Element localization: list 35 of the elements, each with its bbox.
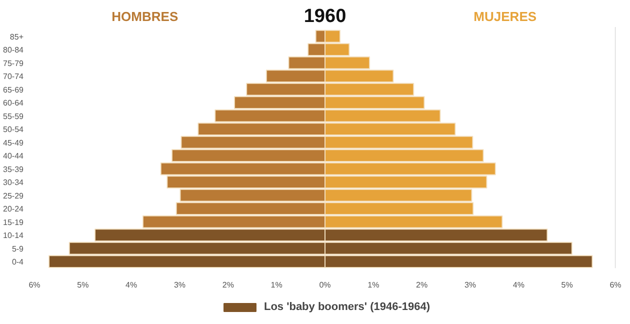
x-tick-label: 3% bbox=[174, 280, 186, 290]
y-tick-label: 35-39 bbox=[3, 164, 24, 174]
y-tick-label: 15-19 bbox=[3, 218, 24, 227]
y-tick-label: 65-69 bbox=[3, 85, 24, 94]
y-tick-label: 55-59 bbox=[3, 112, 24, 121]
x-tick-label: 4% bbox=[126, 280, 138, 290]
y-tick-label: 25-29 bbox=[3, 191, 24, 200]
x-tick-label: 6% bbox=[28, 280, 40, 290]
x-tick-label: 0% bbox=[319, 280, 331, 290]
x-tick-label: 3% bbox=[464, 280, 476, 290]
y-tick-label: 30-34 bbox=[3, 178, 24, 188]
x-tick-label: 4% bbox=[512, 280, 524, 290]
y-tick-label: 85+ bbox=[10, 32, 24, 42]
y-tick-label: 75-79 bbox=[3, 58, 24, 68]
x-tick-label: 2% bbox=[416, 280, 428, 290]
text: MUJERES bbox=[474, 8, 537, 24]
chart-title: 1960 bbox=[304, 6, 346, 28]
y-tick-label: 5-9 bbox=[12, 244, 24, 254]
x-tick-label: 1% bbox=[368, 280, 380, 290]
x-tick-label: 6% bbox=[610, 280, 622, 290]
y-tick-label: 50-54 bbox=[3, 125, 24, 134]
y-tick-label: 45-49 bbox=[3, 138, 24, 148]
y-tick-label: 60-64 bbox=[3, 98, 24, 108]
y-tick-label: 0-4 bbox=[12, 258, 24, 267]
y-tick-label: 10-14 bbox=[3, 231, 24, 240]
y-tick-label: 70-74 bbox=[3, 72, 24, 82]
x-tick-label: 2% bbox=[222, 280, 234, 290]
x-tick-label: 5% bbox=[77, 280, 89, 290]
y-tick-label: 20-24 bbox=[3, 204, 24, 214]
x-tick-label: 1% bbox=[270, 280, 282, 290]
text: HOMBRES bbox=[112, 8, 178, 24]
y-tick-label: 40-44 bbox=[3, 152, 24, 161]
legend-label: Los 'baby boomers' (1946-1964) bbox=[264, 301, 430, 313]
y-tick-label: 80-84 bbox=[3, 46, 24, 55]
x-tick-label: 5% bbox=[561, 280, 573, 290]
